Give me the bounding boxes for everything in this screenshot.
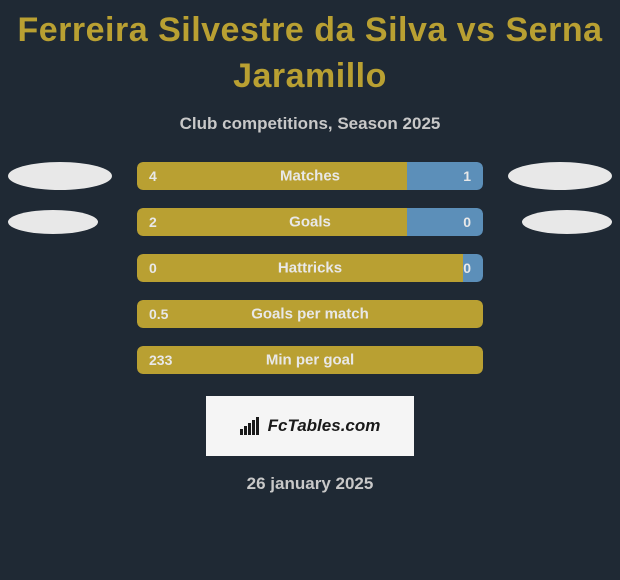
stat-bar: 2 0 Goals (137, 208, 483, 236)
stat-row: 2 0 Goals (0, 208, 620, 236)
logo-text: FcTables.com (268, 416, 381, 436)
stat-bar: 0.5 Goals per match (137, 300, 483, 328)
ellipse-left (8, 210, 98, 234)
bar-left-segment: 4 (137, 162, 407, 190)
stat-bar: 4 1 Matches (137, 162, 483, 190)
bar-right-segment: 0 (463, 254, 483, 282)
right-value: 1 (463, 168, 471, 184)
bar-chart-icon (240, 417, 262, 435)
stat-row: 0.5 Goals per match (0, 300, 620, 328)
left-value: 2 (149, 214, 157, 230)
ellipse-right (522, 210, 612, 234)
left-value: 0.5 (149, 306, 168, 322)
title-line-1: Ferreira Silvestre da Silva vs Serna (17, 11, 602, 49)
ellipse-left (8, 162, 112, 190)
stat-label: Goals per match (251, 305, 369, 322)
stat-label: Matches (280, 167, 340, 184)
logo-box: FcTables.com (206, 396, 414, 456)
infographic-container: Ferreira Silvestre da Silva vs Serna Jar… (0, 0, 620, 580)
bar-right-segment: 0 (407, 208, 483, 236)
left-value: 4 (149, 168, 157, 184)
left-value: 0 (149, 260, 157, 276)
subtitle: Club competitions, Season 2025 (180, 114, 441, 134)
right-value: 0 (463, 260, 471, 276)
left-value: 233 (149, 352, 172, 368)
stat-label: Hattricks (278, 259, 342, 276)
bar-right-segment: 1 (407, 162, 483, 190)
ellipse-right (508, 162, 612, 190)
page-title: Ferreira Silvestre da Silva vs Serna Jar… (17, 8, 602, 100)
stat-bar: 0 0 Hattricks (137, 254, 483, 282)
stat-label: Goals (289, 213, 331, 230)
bar-left-segment: 2 (137, 208, 407, 236)
right-value: 0 (463, 214, 471, 230)
stat-bar: 233 Min per goal (137, 346, 483, 374)
date-text: 26 january 2025 (247, 474, 374, 494)
stat-row: 0 0 Hattricks (0, 254, 620, 282)
title-line-2: Jaramillo (233, 57, 387, 95)
stat-row: 233 Min per goal (0, 346, 620, 374)
stat-label: Min per goal (266, 351, 354, 368)
stat-row: 4 1 Matches (0, 162, 620, 190)
stats-area: 4 1 Matches 2 0 Goals 0 0 Hattricks 0.5 Goals per … (0, 162, 620, 374)
